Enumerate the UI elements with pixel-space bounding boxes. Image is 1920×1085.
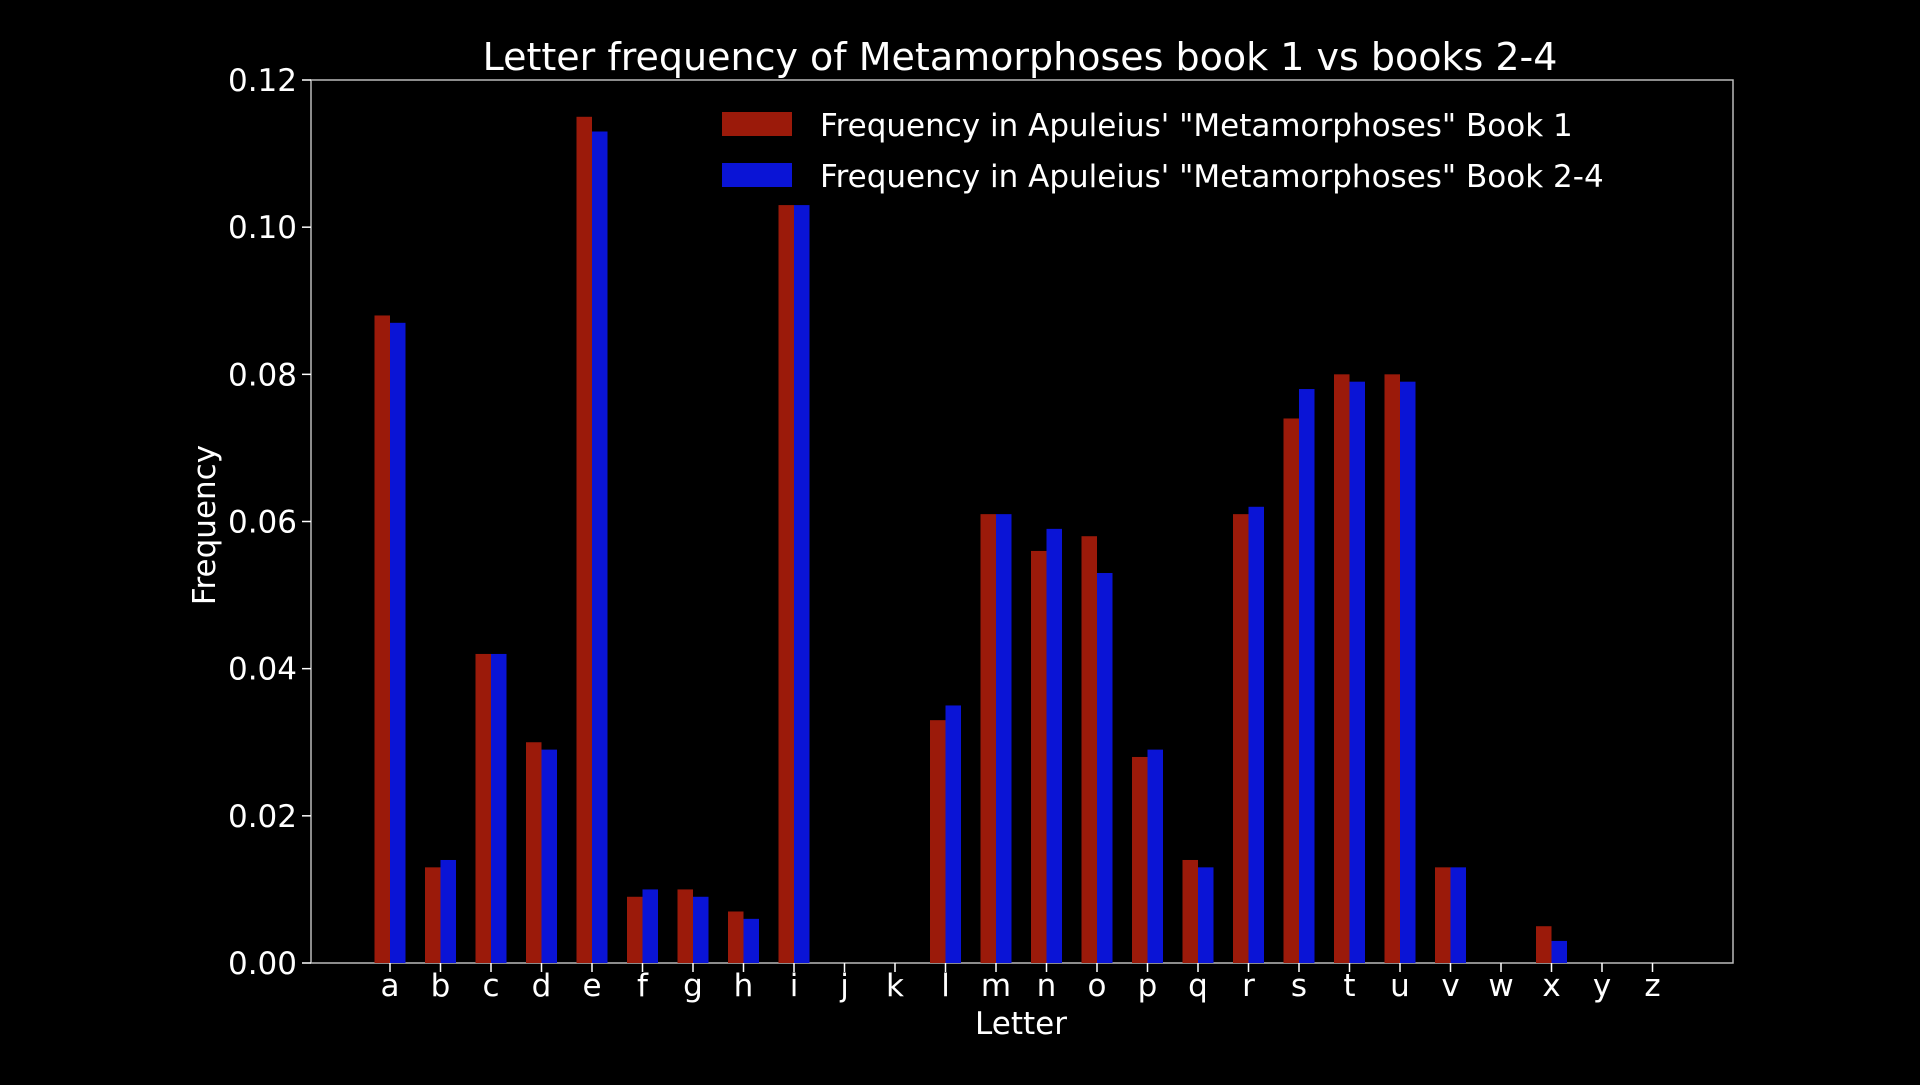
bar-book2-4-m bbox=[996, 514, 1012, 963]
x-tick-label-g: g bbox=[683, 968, 703, 1004]
bar-book2-4-b bbox=[440, 859, 456, 963]
y-tick-label: 0.08 bbox=[228, 357, 297, 393]
chart-title: Letter frequency of Metamorphoses book 1… bbox=[483, 35, 1558, 79]
bar-book1-h bbox=[728, 911, 744, 963]
bar-book1-e bbox=[576, 116, 592, 963]
bar-book1-r bbox=[1233, 514, 1249, 963]
x-tick-label-p: p bbox=[1138, 968, 1158, 1004]
bar-book1-b bbox=[425, 867, 441, 963]
x-tick-label-z: z bbox=[1644, 968, 1660, 1004]
bar-book2-4-l bbox=[945, 705, 961, 963]
x-tick-label-d: d bbox=[532, 968, 552, 1004]
bar-book2-4-i bbox=[794, 205, 810, 963]
bar-book2-4-x bbox=[1551, 940, 1567, 963]
legend-label-book2-4: Frequency in Apuleius' "Metamorphoses" B… bbox=[820, 159, 1604, 195]
x-tick-label-s: s bbox=[1291, 968, 1307, 1004]
x-tick-label-f: f bbox=[637, 968, 649, 1004]
bar-book2-4-r bbox=[1248, 506, 1264, 963]
bar-book1-d bbox=[526, 742, 542, 963]
bar-book2-4-s bbox=[1299, 389, 1315, 963]
bar-book1-p bbox=[1132, 756, 1148, 963]
x-tick-label-e: e bbox=[582, 968, 601, 1004]
x-tick-label-v: v bbox=[1441, 968, 1459, 1004]
bar-book1-s bbox=[1283, 418, 1299, 963]
x-tick-label-u: u bbox=[1390, 968, 1410, 1004]
legend-swatch-book1 bbox=[722, 112, 792, 136]
bar-book2-4-q bbox=[1198, 867, 1214, 963]
plot-area: 0.00 0.02 0.04 0.06 0.08 0.10 0.12 a b c d e f g h i j k l… bbox=[228, 63, 1734, 1004]
bar-book2-4-t bbox=[1349, 381, 1365, 964]
x-tick-label-h: h bbox=[734, 968, 754, 1004]
y-tick-label: 0.10 bbox=[228, 210, 297, 246]
x-tick-label-c: c bbox=[482, 968, 499, 1004]
x-tick-label-o: o bbox=[1088, 968, 1107, 1004]
bar-book2-4-e bbox=[592, 131, 608, 964]
x-tick-label-l: l bbox=[941, 968, 950, 1004]
bar-book2-4-v bbox=[1450, 867, 1466, 963]
y-tick-label: 0.06 bbox=[228, 505, 297, 541]
x-tick-label-q: q bbox=[1188, 968, 1208, 1004]
bar-book2-4-n bbox=[1046, 528, 1062, 963]
legend-swatch-book2-4 bbox=[722, 163, 792, 187]
y-axis-title: Frequency bbox=[187, 445, 223, 605]
bar-book2-4-c bbox=[491, 653, 507, 963]
x-tick-label-r: r bbox=[1242, 968, 1255, 1004]
bar-book1-a bbox=[374, 315, 390, 963]
legend-label-book1: Frequency in Apuleius' "Metamorphoses" B… bbox=[820, 108, 1573, 144]
bar-book2-4-f bbox=[642, 889, 658, 963]
bar-book2-4-d bbox=[541, 749, 557, 963]
bar-book1-u bbox=[1384, 374, 1400, 963]
bar-book1-l bbox=[930, 720, 946, 963]
bar-book2-4-a bbox=[390, 322, 406, 963]
y-tick-label: 0.04 bbox=[228, 652, 297, 688]
bar-book2-4-o bbox=[1097, 573, 1113, 963]
bar-book1-x bbox=[1536, 926, 1552, 963]
x-axis-title: Letter bbox=[975, 1006, 1067, 1042]
bar-book2-4-g bbox=[693, 896, 709, 963]
y-tick-label: 0.12 bbox=[228, 63, 297, 99]
x-tick-label-a: a bbox=[381, 968, 400, 1004]
bar-book1-q bbox=[1182, 859, 1198, 963]
x-tick-label-y: y bbox=[1593, 968, 1611, 1004]
x-tick-label-i: i bbox=[790, 968, 799, 1004]
bar-book1-t bbox=[1334, 374, 1350, 963]
x-tick-label-w: w bbox=[1488, 968, 1513, 1004]
x-tick-label-m: m bbox=[981, 968, 1011, 1004]
bar-book2-4-u bbox=[1400, 381, 1416, 964]
bar-book1-c bbox=[475, 653, 491, 963]
bar-book2-4-p bbox=[1147, 749, 1163, 963]
bar-book1-v bbox=[1435, 867, 1451, 963]
bar-book1-f bbox=[627, 896, 643, 963]
x-tick-label-n: n bbox=[1037, 968, 1057, 1004]
bar-book1-i bbox=[778, 205, 794, 963]
y-tick-label: 0.00 bbox=[228, 946, 297, 982]
bar-book1-g bbox=[677, 889, 693, 963]
bar-book2-4-h bbox=[743, 918, 759, 963]
legend: Frequency in Apuleius' "Metamorphoses" B… bbox=[722, 108, 1604, 195]
bar-book1-n bbox=[1031, 550, 1047, 963]
x-tick-label-b: b bbox=[431, 968, 451, 1004]
bar-book1-o bbox=[1081, 536, 1097, 963]
y-tick-label: 0.02 bbox=[228, 799, 297, 835]
bar-book1-m bbox=[980, 514, 996, 963]
plot-frame bbox=[310, 79, 1734, 964]
x-tick-label-t: t bbox=[1343, 968, 1355, 1004]
x-tick-label-k: k bbox=[886, 968, 904, 1004]
x-tick-label-j: j bbox=[839, 968, 849, 1004]
x-tick-label-x: x bbox=[1542, 968, 1560, 1004]
